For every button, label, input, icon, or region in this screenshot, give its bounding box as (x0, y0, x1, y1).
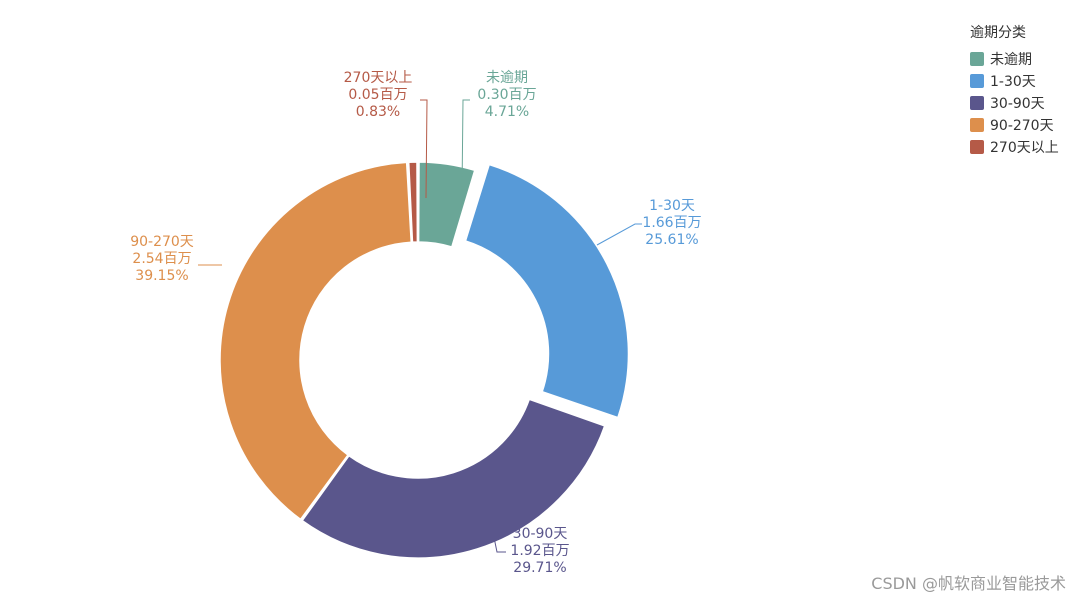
slice-3[interactable] (219, 161, 413, 521)
legend-item-4[interactable]: 270天以上 (970, 136, 1059, 158)
slice-label-percent-3: 39.15% (135, 268, 188, 284)
leader-line-1 (596, 223, 642, 246)
slice-2[interactable] (301, 398, 606, 559)
legend: 逾期分类 未逾期 1-30天 30-90天 90-270天 270天以上 (970, 22, 1059, 158)
legend-swatch-0 (970, 52, 984, 66)
legend-swatch-1 (970, 74, 984, 88)
legend-items: 未逾期 1-30天 30-90天 90-270天 270天以上 (970, 48, 1059, 158)
slice-label-name-2: 30-90天 (513, 526, 568, 542)
leader-line-4 (420, 99, 428, 199)
slice-0[interactable] (417, 161, 476, 248)
slice-label-percent-2: 29.71% (513, 560, 566, 576)
slice-4[interactable] (407, 161, 419, 243)
slice-label-name-1: 1-30天 (649, 198, 695, 214)
slice-label-name-3: 90-270天 (130, 234, 194, 250)
legend-label-4: 270天以上 (990, 140, 1059, 156)
slice-label-value-4: 0.05百万 (348, 87, 407, 103)
slice-label-percent-1: 25.61% (645, 232, 698, 248)
slice-label-percent-0: 4.71% (485, 104, 529, 120)
legend-label-2: 30-90天 (990, 96, 1045, 112)
slice-label-name-4: 270天以上 (344, 70, 413, 86)
legend-item-2[interactable]: 30-90天 (970, 92, 1059, 114)
legend-label-3: 90-270天 (990, 118, 1054, 134)
legend-swatch-2 (970, 96, 984, 110)
leader-line-2 (489, 517, 506, 553)
leader-lines-group (198, 99, 642, 553)
watermark: CSDN @帆软商业智能技术 (871, 574, 1066, 593)
legend-item-3[interactable]: 90-270天 (970, 114, 1059, 136)
legend-swatch-3 (970, 118, 984, 132)
slice-label-name-0: 未逾期 (486, 70, 528, 86)
legend-label-0: 未逾期 (990, 52, 1032, 68)
legend-label-1: 1-30天 (990, 74, 1036, 90)
slice-label-percent-4: 0.83% (356, 104, 400, 120)
slice-label-value-1: 1.66百万 (642, 215, 701, 231)
legend-item-0[interactable]: 未逾期 (970, 48, 1059, 70)
slice-1[interactable] (464, 163, 630, 419)
slices-group (219, 161, 630, 559)
legend-title: 逾期分类 (970, 25, 1026, 41)
legend-swatch-4 (970, 140, 984, 154)
leader-line-0 (461, 99, 470, 193)
slice-label-value-0: 0.30百万 (477, 87, 536, 103)
slice-label-value-2: 1.92百万 (510, 543, 569, 559)
legend-item-1[interactable]: 1-30天 (970, 70, 1059, 92)
slice-label-value-3: 2.54百万 (132, 251, 191, 267)
